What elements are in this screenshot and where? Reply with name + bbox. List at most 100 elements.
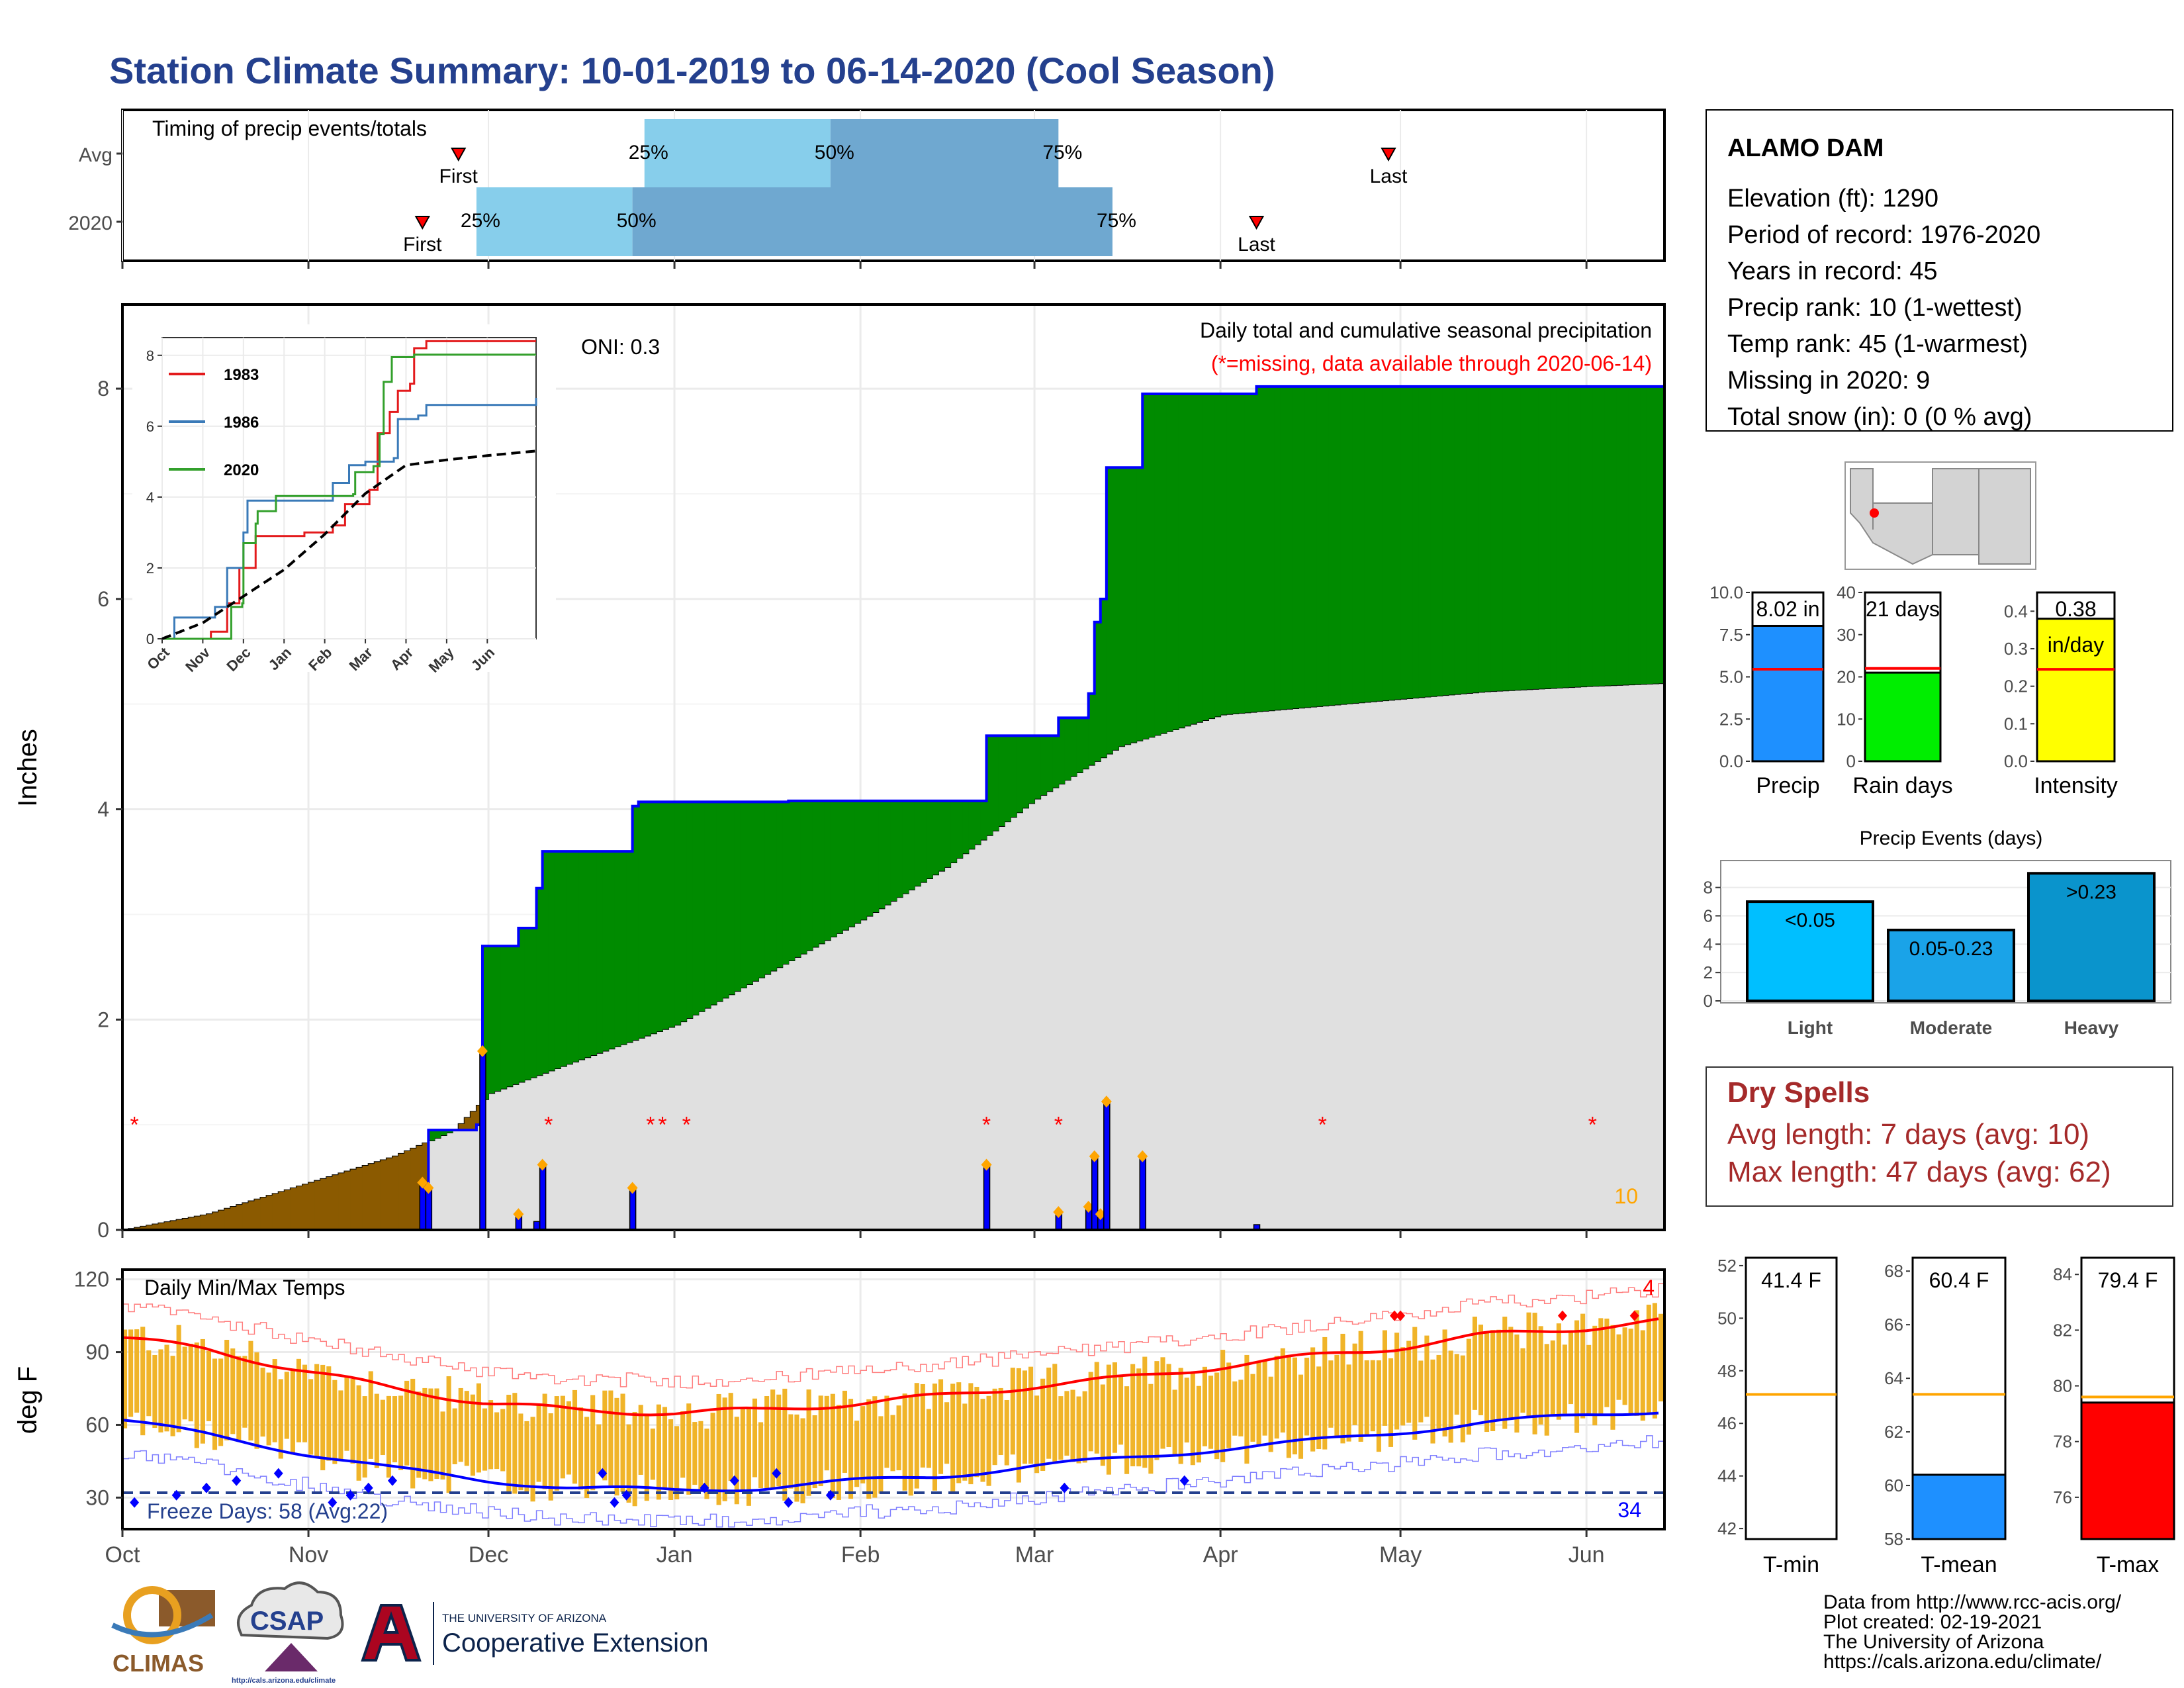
daily-temp-bar	[308, 1379, 314, 1455]
daily-temp-bar	[224, 1340, 230, 1440]
daily-temp-bar	[476, 1383, 481, 1473]
daily-temp-bar	[500, 1409, 506, 1472]
precip-surplus-segment	[1058, 718, 1065, 784]
precip-surplus-segment	[692, 802, 699, 1015]
daily-temp-bar	[374, 1393, 379, 1468]
precip-surplus-segment	[644, 802, 651, 1036]
daily-temp-bar	[908, 1395, 913, 1496]
temp-summary-y-tick-label: 50	[1717, 1308, 1737, 1328]
precip-surplus-segment	[584, 851, 591, 1058]
timing-bar-25-50	[644, 119, 831, 188]
precip-surplus-segment	[878, 800, 886, 909]
daily-temp-bar	[236, 1356, 242, 1442]
daily-temp-bar	[1616, 1334, 1621, 1400]
precip-surplus-segment	[716, 802, 723, 1002]
precip-surplus-segment	[1496, 386, 1503, 691]
precip-deficit-segment	[212, 1212, 219, 1230]
csap-logo-text: CSAP	[250, 1607, 324, 1636]
summary-y-tick-label: 0.0	[1719, 751, 1743, 771]
daily-temp-bar	[728, 1393, 733, 1481]
precip-deficit-segment	[260, 1197, 267, 1230]
inset-legend-label: 1983	[224, 366, 259, 384]
daily-temp-bar	[1250, 1374, 1255, 1442]
daily-temp-bar	[512, 1393, 518, 1494]
temp-summary-y-tick-label: 44	[1717, 1466, 1737, 1486]
daily-precip-marker	[1137, 1150, 1148, 1162]
precip-surplus-segment	[956, 800, 963, 859]
precip-surplus-segment	[554, 851, 561, 1069]
daily-temp-bar	[938, 1379, 944, 1474]
daily-temp-bar	[248, 1340, 253, 1441]
precip-deficit-segment	[146, 1225, 153, 1230]
precip-deficit-segment	[398, 1153, 405, 1230]
precip-deficit-segment	[254, 1199, 261, 1230]
precip-surplus-segment	[1232, 394, 1239, 714]
precip-surplus-segment	[1616, 386, 1623, 685]
daily-temp-bar	[1358, 1331, 1363, 1442]
daily-temp-bar	[872, 1396, 878, 1498]
precip-surplus-segment	[758, 802, 765, 978]
daily-temp-bar	[1262, 1359, 1267, 1436]
precip-surplus-segment	[722, 802, 729, 998]
daily-temp-bar	[650, 1429, 655, 1480]
event-bar-range: <0.05	[1785, 910, 1835, 931]
month-tick-label: Feb	[841, 1542, 880, 1568]
daily-temp-bar	[890, 1415, 895, 1472]
precip-surplus-segment	[974, 800, 981, 845]
daily-temp-bar	[722, 1397, 727, 1501]
daily-temp-bar	[626, 1424, 631, 1503]
daily-temp-bar	[260, 1368, 265, 1437]
temp-chart: 30 60 90 120 Oct Nov Dec Jan Feb Mar Apr May Jun Da…	[13, 1268, 1666, 1568]
precip-surplus-segment	[1172, 394, 1179, 729]
temp-summary-y-tick-label: 82	[2053, 1320, 2072, 1340]
precip-surplus-segment	[596, 851, 603, 1053]
precip-surplus-segment	[854, 800, 861, 923]
precip-surplus-segment	[614, 851, 621, 1047]
daily-temp-bar	[1214, 1372, 1220, 1460]
precip-surplus-segment	[518, 928, 525, 1082]
precip-surplus-segment	[944, 800, 951, 867]
precip-surplus-segment	[1586, 386, 1593, 686]
precip-surplus-segment	[1508, 386, 1515, 690]
summary-y-tick-label: 0.3	[2004, 639, 2028, 659]
precip-surplus-segment	[1298, 386, 1305, 708]
daily-temp-bar	[182, 1346, 187, 1420]
precip-surplus-segment	[1154, 394, 1161, 735]
freeze-day-marker	[784, 1497, 794, 1508]
daily-temp-bar	[668, 1419, 674, 1500]
precip-surplus-segment	[1526, 386, 1533, 690]
precip-surplus-segment	[746, 802, 753, 984]
precip-surplus-segment	[764, 802, 771, 974]
precip-deficit-segment	[362, 1165, 369, 1230]
precip-surplus-segment	[1142, 394, 1149, 739]
temp-y-tick-label: 120	[74, 1268, 109, 1291]
precip-deficit-segment	[176, 1219, 183, 1230]
daily-temp-bar	[1268, 1376, 1273, 1452]
timing-p75-label: 75%	[1097, 210, 1136, 232]
month-tick-label: Jun	[1569, 1542, 1605, 1568]
daily-temp-bar	[1304, 1358, 1310, 1436]
precip-deficit-segment	[374, 1162, 381, 1230]
missing-data-star: *	[130, 1112, 139, 1137]
daily-temp-bar	[716, 1393, 721, 1505]
daily-temp-bar	[140, 1327, 146, 1436]
daily-temp-bar	[1022, 1370, 1027, 1464]
temp-summary-label: T-min	[1763, 1552, 1819, 1577]
daily-precip-marker	[537, 1158, 548, 1171]
temp-summary-y-tick-label: 52	[1717, 1256, 1737, 1276]
daily-temp-bar	[572, 1389, 578, 1484]
precip-surplus-segment	[1514, 386, 1522, 690]
precip-surplus-segment	[1550, 386, 1557, 688]
daily-precip-marker	[513, 1208, 524, 1221]
precip-deficit-segment	[284, 1190, 291, 1230]
precip-surplus-segment	[818, 800, 825, 944]
precip-surplus-segment	[740, 802, 747, 988]
record-low-line	[122, 1435, 1664, 1528]
daily-temp-bar	[1136, 1368, 1142, 1467]
precip-corner-value: 10	[1614, 1184, 1638, 1208]
daily-temp-bar	[1430, 1359, 1435, 1444]
temp-summary-y-tick-label: 68	[1884, 1261, 1903, 1281]
precip-surplus-segment	[1598, 386, 1605, 686]
timing-bar-50-75	[632, 187, 1113, 256]
precip-surplus-segment	[734, 802, 741, 992]
